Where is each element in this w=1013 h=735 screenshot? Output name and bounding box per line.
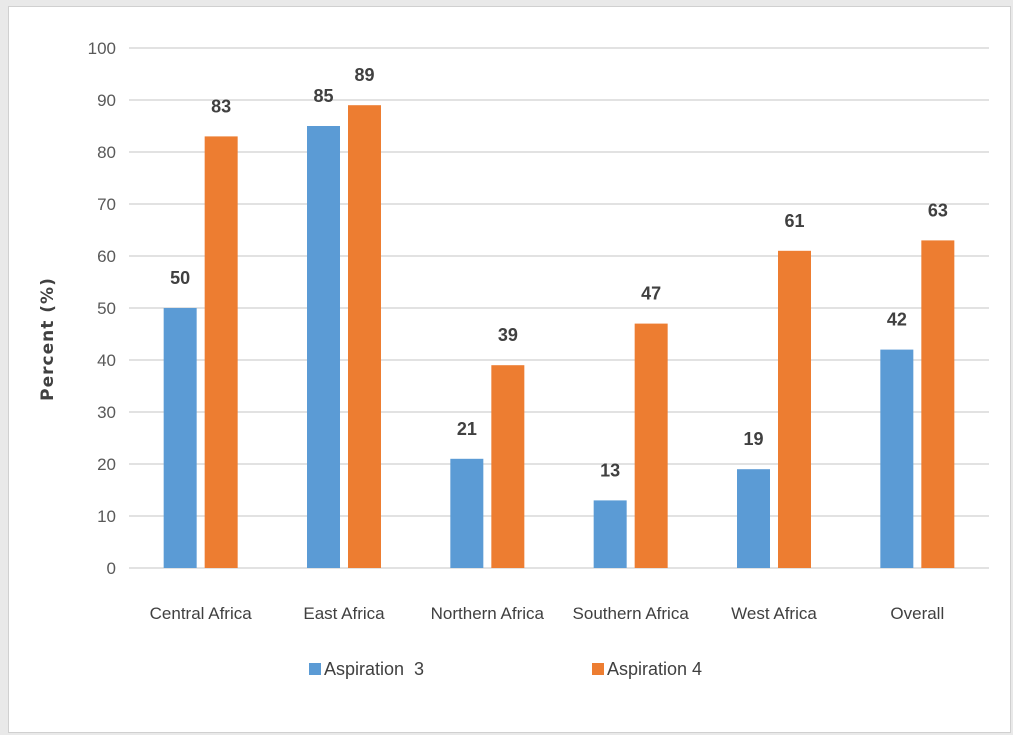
- y-tick-label-60: 60: [97, 247, 116, 266]
- bar-1-5: [880, 349, 914, 568]
- y-tick-label-70: 70: [97, 195, 116, 214]
- data-label-2-5: 63: [928, 200, 948, 220]
- bars: [163, 105, 955, 569]
- legend-swatch-2: [592, 663, 604, 675]
- data-labels: 50 83 85 89 21 39 13 47 19 61 42 63: [170, 65, 948, 480]
- gridlines: [129, 47, 989, 569]
- bar-2-1: [348, 105, 381, 568]
- data-label-2-1: 89: [354, 65, 374, 85]
- legend-label-1: Aspiration 3: [324, 659, 424, 679]
- legend-swatch-1: [309, 663, 321, 675]
- bar-chart: 0 10 20 30 40 50 60 70 80 90 100 50 83 85 89 21 39 13 47 1…: [38, 39, 989, 679]
- legend-label-2: Aspiration 4: [607, 659, 702, 679]
- data-label-1-0: 50: [170, 268, 190, 288]
- category-label-0: Central Africa: [150, 604, 253, 623]
- y-tick-label-40: 40: [97, 351, 116, 370]
- category-label-5: Overall: [890, 604, 944, 623]
- y-tick-label-100: 100: [88, 39, 116, 58]
- data-label-1-5: 42: [887, 310, 907, 330]
- data-label-1-1: 85: [313, 86, 333, 106]
- y-tick-label-20: 20: [97, 455, 116, 474]
- bar-1-3: [593, 500, 627, 568]
- data-label-2-4: 61: [784, 211, 804, 231]
- data-label-2-0: 83: [211, 96, 231, 116]
- data-label-1-4: 19: [743, 429, 763, 449]
- bar-2-5: [921, 240, 955, 568]
- bar-1-4: [737, 469, 770, 568]
- bar-1-0: [163, 308, 197, 568]
- y-tick-label-80: 80: [97, 143, 116, 162]
- data-label-2-2: 39: [498, 325, 518, 345]
- bar-1-2: [450, 458, 484, 568]
- category-label-2: Northern Africa: [431, 604, 545, 623]
- bar-2-0: [204, 136, 238, 568]
- y-tick-label-50: 50: [97, 299, 116, 318]
- category-label-3: Southern Africa: [573, 604, 690, 623]
- y-axis-ticks: 0 10 20 30 40 50 60 70 80 90 100: [88, 39, 116, 578]
- x-axis-categories: Central Africa East Africa Northern Africa…: [150, 604, 945, 623]
- data-label-1-2: 21: [457, 419, 477, 439]
- bar-2-2: [491, 365, 525, 568]
- category-label-4: West Africa: [731, 604, 817, 623]
- y-tick-label-30: 30: [97, 403, 116, 422]
- bar-2-3: [634, 323, 668, 568]
- data-label-2-3: 47: [641, 284, 661, 304]
- y-tick-label-10: 10: [97, 507, 116, 526]
- bar-2-4: [778, 250, 811, 569]
- y-tick-label-90: 90: [97, 91, 116, 110]
- data-label-1-3: 13: [600, 460, 620, 480]
- category-label-1: East Africa: [303, 604, 385, 623]
- y-axis-title: Percent (%): [38, 277, 58, 401]
- y-tick-label-0: 0: [107, 559, 116, 578]
- bar-1-1: [307, 126, 340, 568]
- chart-frame: 0 10 20 30 40 50 60 70 80 90 100 50 83 85 89 21 39 13 47 1…: [8, 6, 1011, 733]
- legend: Aspiration 3 Aspiration 4: [309, 659, 702, 679]
